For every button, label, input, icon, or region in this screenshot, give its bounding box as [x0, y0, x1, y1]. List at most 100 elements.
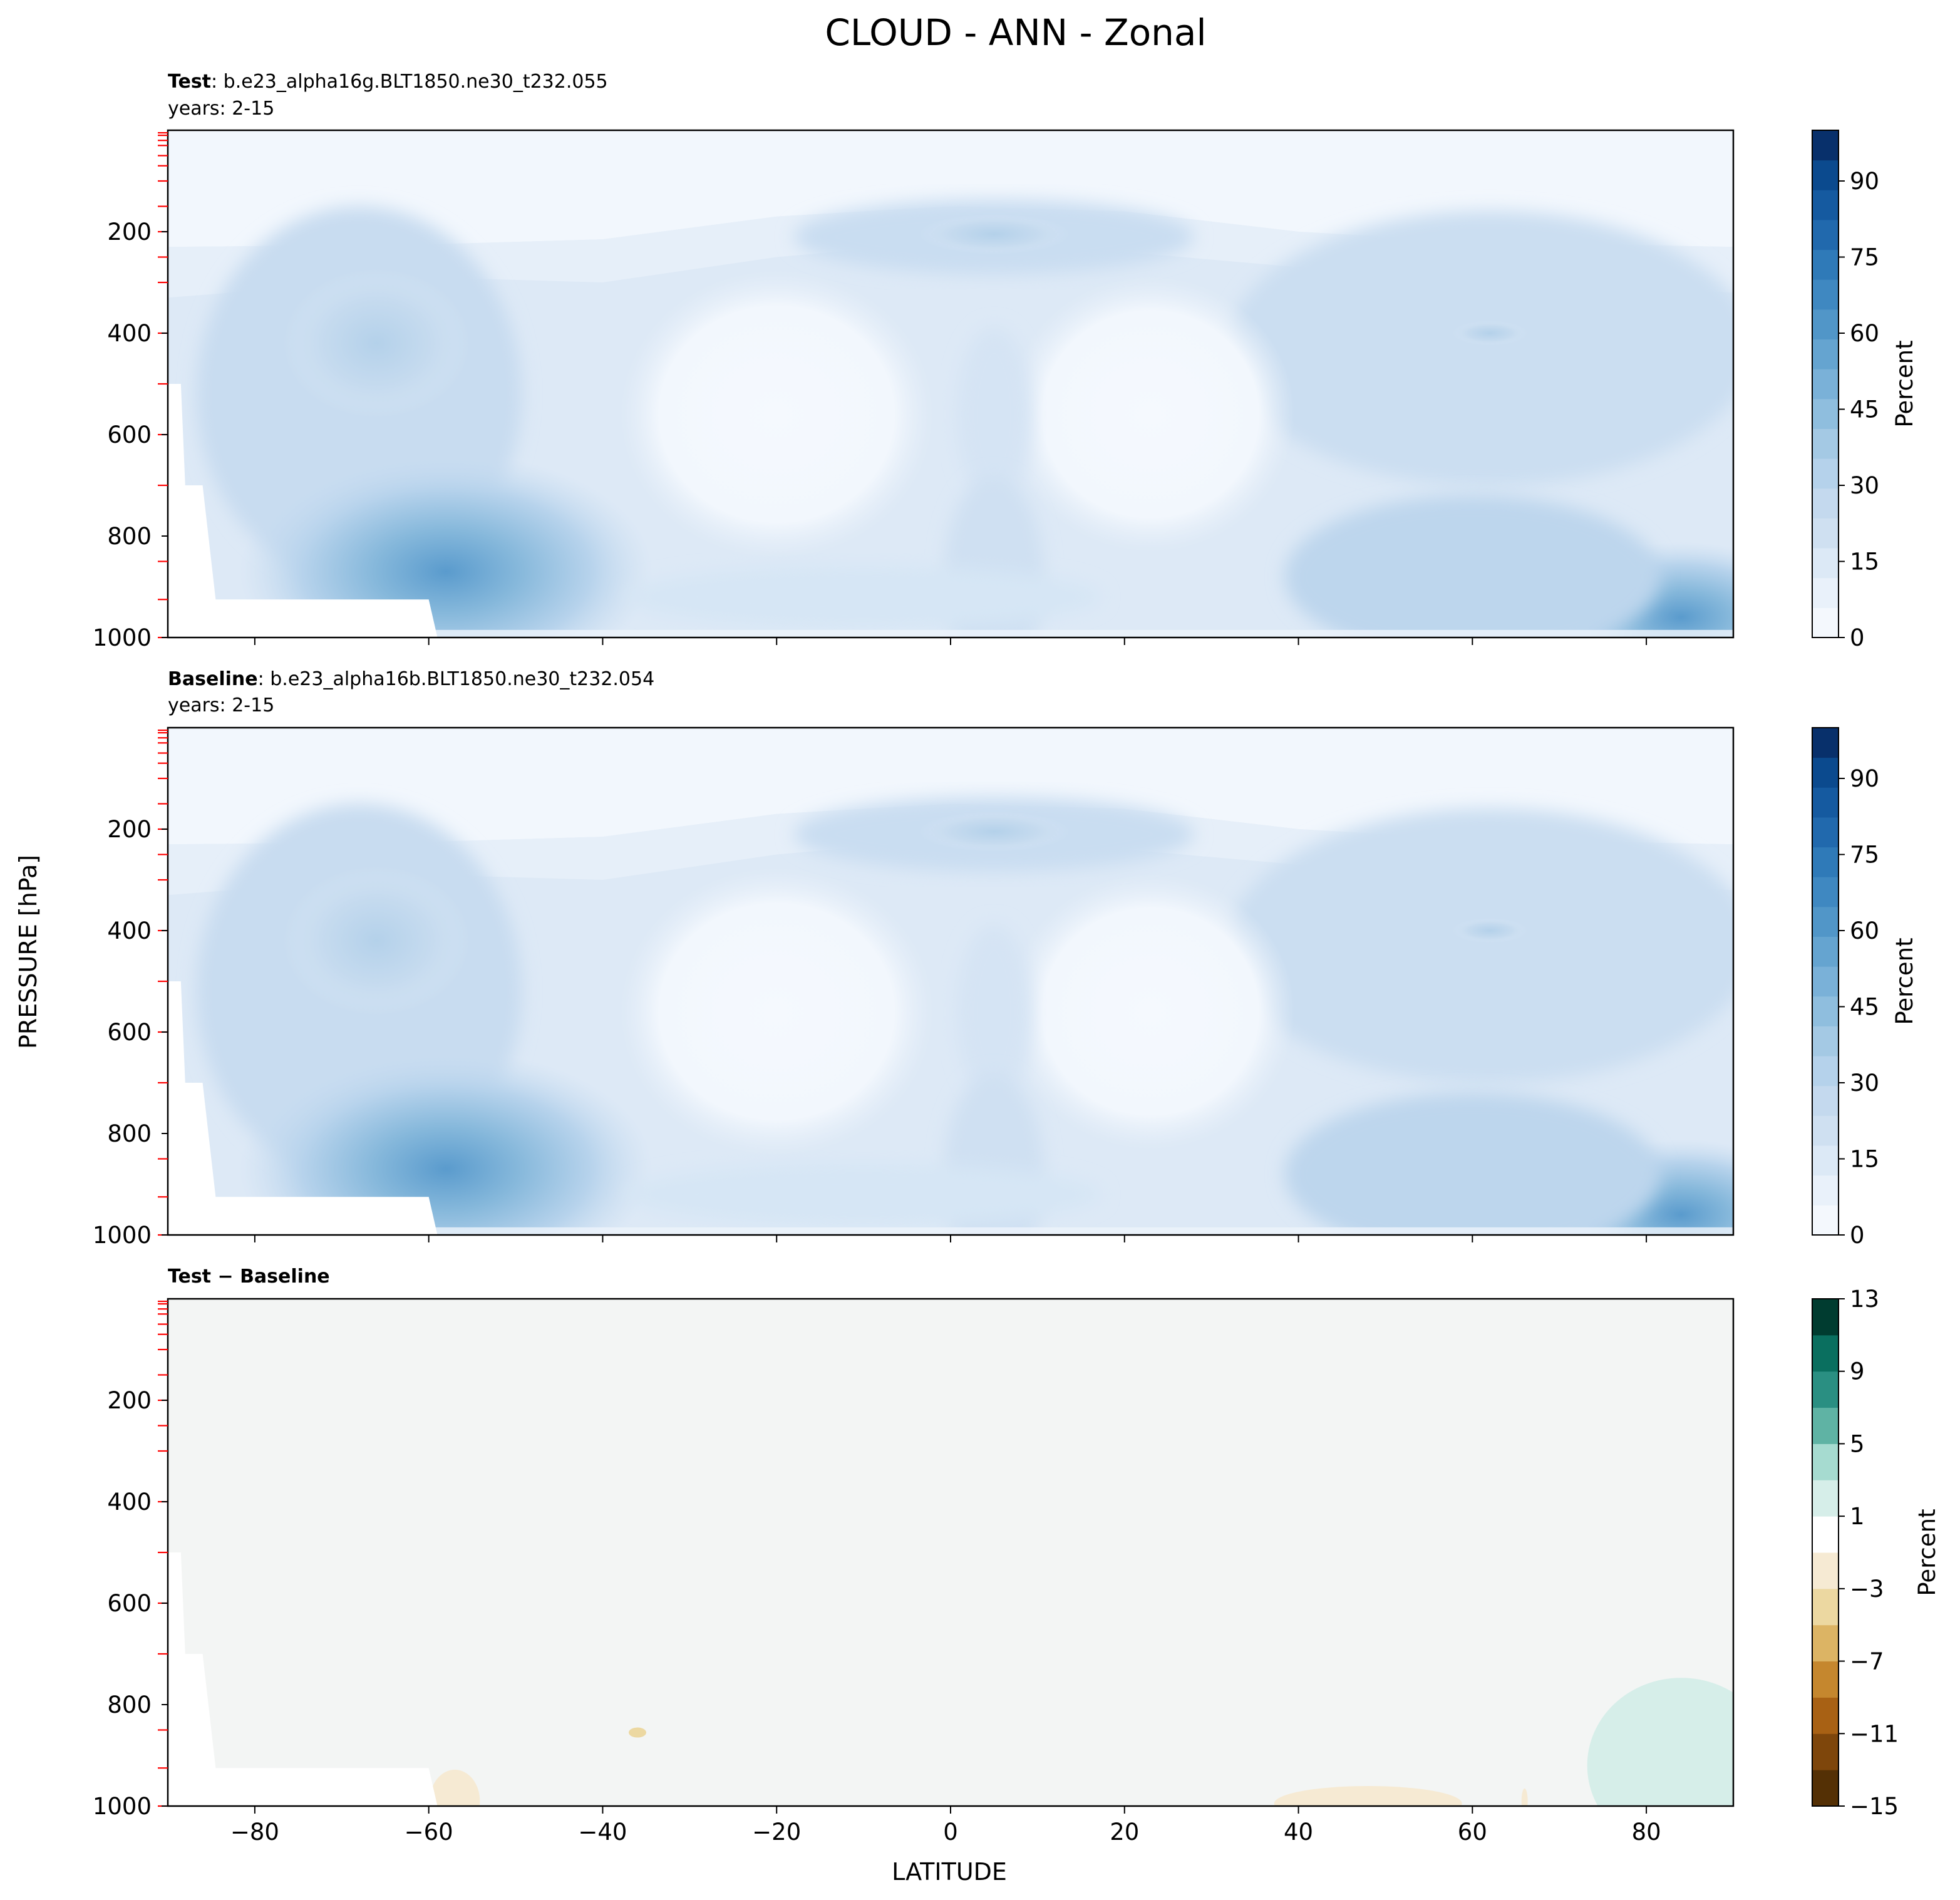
colorbar-tick-label: 90 — [1850, 168, 1879, 195]
colorbar-bin — [1812, 1145, 1839, 1176]
colorbar-tick-label: 45 — [1850, 396, 1879, 423]
colorbar-bin — [1812, 936, 1839, 967]
y-tick-label: 1000 — [93, 1222, 152, 1249]
colorbar-bin — [1812, 160, 1839, 190]
upper-clear-region — [168, 728, 1733, 845]
x-tick-label: −80 — [230, 1819, 279, 1846]
contour-field — [168, 728, 1733, 1235]
colorbar-bin — [1812, 1056, 1839, 1087]
colorbar: 0 15 30 45 60 75 90 Percent — [1812, 727, 1918, 1249]
topography-mask — [168, 981, 438, 1235]
colorbar-bin — [1812, 1335, 1839, 1372]
negative-difference-region — [430, 1769, 480, 1806]
colorbar-tick-label: 60 — [1850, 917, 1879, 944]
colorbar-tick-label: 9 — [1850, 1358, 1865, 1385]
panel-subtitle: years: 2-15 — [168, 98, 274, 120]
y-tick-label: 800 — [107, 1120, 152, 1147]
y-tick-label: 1000 — [93, 1793, 152, 1820]
colorbar-tick-label: 5 — [1850, 1430, 1865, 1457]
colorbar-bin — [1812, 369, 1839, 400]
colorbar-bin — [1812, 1299, 1839, 1336]
colorbar-bin — [1812, 518, 1839, 549]
figure-title: CLOUD - ANN - Zonal — [825, 11, 1206, 54]
colorbar-bin — [1812, 1371, 1839, 1408]
colorbar-bin — [1812, 847, 1839, 877]
colorbar-bin — [1812, 1026, 1839, 1056]
colorbar-bin — [1812, 1205, 1839, 1236]
colorbar-tick-label: 30 — [1850, 1070, 1879, 1097]
upper-transition-band — [168, 206, 1733, 298]
colorbar-bin — [1812, 1443, 1839, 1480]
y-tick-label: 1000 — [93, 624, 152, 651]
colorbar-bin — [1812, 398, 1839, 429]
colorbar-bin — [1812, 428, 1839, 459]
y-tick-label: 200 — [107, 1387, 152, 1414]
colorbar-bin — [1812, 488, 1839, 519]
colorbar-bin — [1812, 219, 1839, 250]
colorbar-bin — [1812, 458, 1839, 489]
colorbar-bin — [1812, 548, 1839, 579]
contour-field — [168, 130, 1733, 638]
colorbar: 0 15 30 45 60 75 90 Percent — [1812, 130, 1918, 651]
colorbar-bin — [1812, 1175, 1839, 1206]
colorbar-tick-label: 13 — [1850, 1286, 1879, 1313]
colorbar-bin — [1812, 966, 1839, 997]
contour-field — [168, 1299, 1733, 1806]
x-tick-label: 80 — [1632, 1819, 1661, 1846]
colorbar-label: Percent — [1891, 937, 1918, 1025]
colorbar-tick-label: 0 — [1850, 1222, 1865, 1249]
y-tick-label: 800 — [107, 1691, 152, 1718]
negative-difference-region — [1521, 1788, 1528, 1806]
colorbar: −15 −11 −7 −3 1 5 9 13 Percent — [1812, 1286, 1941, 1820]
colorbar-bin — [1812, 249, 1839, 280]
colorbar-bin — [1812, 906, 1839, 937]
panel-title: Baseline: b.e23_alpha16b.BLT1850.ne30_t2… — [168, 668, 654, 690]
x-tick-label: −20 — [752, 1819, 801, 1846]
colorbar-bin — [1812, 577, 1839, 608]
colorbar-bin — [1812, 1697, 1839, 1734]
colorbar-bin — [1812, 1407, 1839, 1444]
colorbar-bin — [1812, 1516, 1839, 1553]
y-tick-label: 200 — [107, 816, 152, 843]
colorbar-label: Percent — [1914, 1509, 1941, 1596]
colorbar-bin — [1812, 1085, 1839, 1116]
colorbar-tick-label: 15 — [1850, 549, 1879, 576]
colorbar-tick-label: 15 — [1850, 1146, 1879, 1173]
colorbar-tick-label: 75 — [1850, 244, 1879, 271]
panel-title: Test − Baseline — [168, 1266, 330, 1288]
negative-difference-region — [629, 1727, 646, 1738]
colorbar-bin — [1812, 817, 1839, 848]
colorbar-tick-label: −3 — [1850, 1576, 1884, 1603]
colorbar-tick-label: −11 — [1850, 1720, 1899, 1747]
colorbar-tick-label: 75 — [1850, 842, 1879, 869]
colorbar-bin — [1812, 190, 1839, 220]
colorbar-bin — [1812, 1480, 1839, 1517]
x-tick-label: 60 — [1458, 1819, 1487, 1846]
colorbar-bin — [1812, 996, 1839, 1026]
colorbar-bin — [1812, 1661, 1839, 1698]
colorbar-bin — [1812, 1115, 1839, 1146]
y-tick-label: 400 — [107, 320, 152, 347]
colorbar-bin — [1812, 130, 1839, 161]
colorbar-label: Percent — [1891, 340, 1918, 427]
colorbar-bin — [1812, 728, 1839, 758]
y-tick-label: 200 — [107, 219, 152, 245]
colorbar-bin — [1812, 339, 1839, 369]
upper-transition-band — [168, 803, 1733, 896]
y-tick-label: 400 — [107, 1489, 152, 1515]
colorbar-tick-label: 60 — [1850, 320, 1879, 347]
colorbar-bin — [1812, 1624, 1839, 1662]
x-tick-label: 20 — [1110, 1819, 1139, 1846]
x-tick-label: 40 — [1284, 1819, 1313, 1846]
colorbar-tick-label: 1 — [1850, 1503, 1865, 1530]
x-tick-label: −40 — [578, 1819, 627, 1846]
colorbar-tick-label: −7 — [1850, 1648, 1884, 1675]
x-tick-label: 0 — [943, 1819, 958, 1846]
y-tick-label: 800 — [107, 523, 152, 550]
panel-subtitle: years: 2-15 — [168, 694, 274, 716]
panel-title: Test: b.e23_alpha16g.BLT1850.ne30_t232.0… — [168, 71, 608, 93]
colorbar-bin — [1812, 877, 1839, 907]
